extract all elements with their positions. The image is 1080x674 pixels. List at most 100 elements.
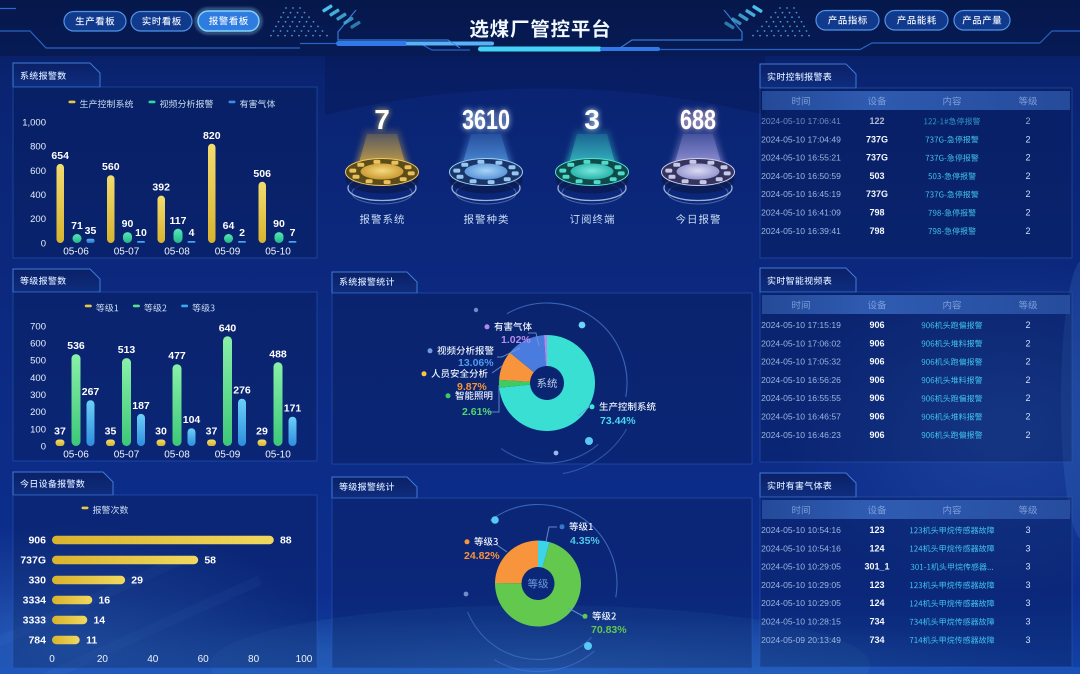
svg-text:513: 513 [118, 344, 136, 356]
svg-text:2024-05-10 17:04:49: 2024-05-10 17:04:49 [761, 134, 841, 144]
svg-text:187: 187 [132, 400, 150, 412]
svg-text:16: 16 [98, 595, 110, 607]
svg-text:7: 7 [374, 104, 390, 135]
svg-text:05-08: 05-08 [164, 247, 190, 258]
svg-text:37: 37 [206, 426, 218, 438]
svg-text:2024-05-10 16:46:23: 2024-05-10 16:46:23 [761, 430, 841, 440]
svg-text:3: 3 [584, 104, 600, 135]
svg-text:7: 7 [374, 104, 390, 135]
svg-text:600: 600 [30, 166, 46, 177]
svg-text:37: 37 [54, 426, 66, 438]
svg-text:29: 29 [256, 426, 268, 438]
svg-text:4: 4 [189, 227, 195, 239]
svg-text:123: 123 [869, 580, 884, 590]
svg-text:506: 506 [253, 168, 271, 180]
svg-text:2024-05-10 10:54:16: 2024-05-10 10:54:16 [761, 525, 841, 535]
svg-text:737G: 737G [866, 189, 888, 199]
svg-text:3: 3 [1025, 617, 1030, 627]
svg-text:70.83%: 70.83% [591, 624, 627, 636]
svg-text:117: 117 [170, 215, 187, 227]
svg-text:58: 58 [204, 555, 216, 567]
svg-text:2: 2 [1025, 320, 1030, 330]
svg-text:477: 477 [168, 350, 186, 362]
svg-text:80: 80 [248, 654, 260, 665]
svg-text:35: 35 [105, 426, 117, 438]
svg-text:10: 10 [135, 227, 147, 239]
svg-text:906: 906 [869, 338, 884, 348]
svg-text:640: 640 [219, 322, 237, 334]
svg-text:2: 2 [1025, 357, 1030, 367]
svg-text:737G: 737G [866, 134, 888, 144]
svg-text:05-06: 05-06 [63, 450, 89, 461]
svg-text:9.87%: 9.87% [457, 381, 487, 393]
svg-text:64: 64 [223, 220, 235, 232]
svg-text:906: 906 [869, 375, 884, 385]
svg-text:11: 11 [86, 635, 97, 647]
svg-text:05-09: 05-09 [215, 247, 241, 258]
svg-text:503: 503 [869, 171, 884, 181]
svg-text:2: 2 [1025, 171, 1030, 181]
svg-text:05-10: 05-10 [265, 247, 291, 258]
svg-text:800: 800 [30, 142, 46, 153]
svg-text:300: 300 [30, 390, 46, 401]
svg-text:700: 700 [30, 321, 46, 332]
svg-text:2024-05-10 17:15:19: 2024-05-10 17:15:19 [761, 320, 841, 330]
svg-text:276: 276 [233, 385, 251, 397]
svg-text:05-06: 05-06 [63, 247, 89, 258]
svg-text:2024-05-10 10:29:05: 2024-05-10 10:29:05 [761, 562, 841, 572]
svg-text:267: 267 [82, 386, 100, 398]
svg-text:688: 688 [680, 104, 716, 135]
svg-text:2024-05-10 16:50:59: 2024-05-10 16:50:59 [761, 171, 841, 181]
svg-text:71: 71 [71, 220, 83, 232]
svg-text:820: 820 [203, 130, 221, 142]
svg-text:2: 2 [1025, 375, 1030, 385]
svg-text:2: 2 [1025, 153, 1030, 163]
svg-text:05-08: 05-08 [164, 450, 190, 461]
svg-text:734: 734 [869, 635, 884, 645]
svg-text:90: 90 [122, 218, 134, 230]
svg-text:200: 200 [30, 214, 46, 225]
svg-text:798: 798 [869, 226, 884, 236]
svg-text:2024-05-10 16:45:19: 2024-05-10 16:45:19 [761, 189, 841, 199]
svg-text:14: 14 [93, 615, 105, 627]
svg-text:100: 100 [296, 654, 313, 665]
svg-text:60: 60 [198, 654, 210, 665]
svg-text:2024-05-10 16:55:55: 2024-05-10 16:55:55 [761, 393, 841, 403]
svg-text:3: 3 [1025, 543, 1030, 553]
svg-text:734: 734 [869, 617, 884, 627]
svg-text:122: 122 [869, 116, 884, 126]
svg-text:2: 2 [1025, 226, 1030, 236]
svg-text:3: 3 [1025, 598, 1030, 608]
svg-text:200: 200 [30, 407, 46, 418]
svg-text:392: 392 [152, 182, 170, 194]
svg-text:2: 2 [1025, 208, 1030, 218]
svg-text:906: 906 [28, 535, 46, 547]
svg-text:2.61%: 2.61% [462, 406, 492, 418]
svg-text:3: 3 [1025, 580, 1030, 590]
svg-text:2: 2 [1025, 412, 1030, 422]
svg-text:2: 2 [1025, 430, 1030, 440]
svg-text:906: 906 [869, 430, 884, 440]
svg-text:20: 20 [97, 654, 109, 665]
svg-text:2024-05-10 10:29:05: 2024-05-10 10:29:05 [761, 598, 841, 608]
svg-text:3334: 3334 [23, 595, 47, 607]
svg-text:560: 560 [102, 161, 120, 173]
svg-text:784: 784 [28, 635, 46, 647]
svg-text:73.44%: 73.44% [600, 415, 636, 427]
svg-text:29: 29 [131, 575, 143, 587]
svg-text:906: 906 [869, 393, 884, 403]
svg-text:2: 2 [1025, 134, 1030, 144]
svg-text:40: 40 [147, 654, 159, 665]
svg-text:2: 2 [1025, 116, 1030, 126]
svg-text:737G: 737G [20, 555, 46, 567]
svg-text:35: 35 [85, 225, 97, 237]
svg-text:330: 330 [28, 575, 46, 587]
svg-text:600: 600 [30, 339, 46, 350]
svg-text:05-09: 05-09 [215, 450, 241, 461]
svg-text:500: 500 [30, 356, 46, 367]
svg-text:906: 906 [869, 412, 884, 422]
svg-text:05-07: 05-07 [114, 247, 140, 258]
svg-text:301_1: 301_1 [864, 562, 889, 572]
svg-text:2024-05-10 10:54:16: 2024-05-10 10:54:16 [761, 543, 841, 553]
svg-text:1.02%: 1.02% [501, 334, 531, 346]
